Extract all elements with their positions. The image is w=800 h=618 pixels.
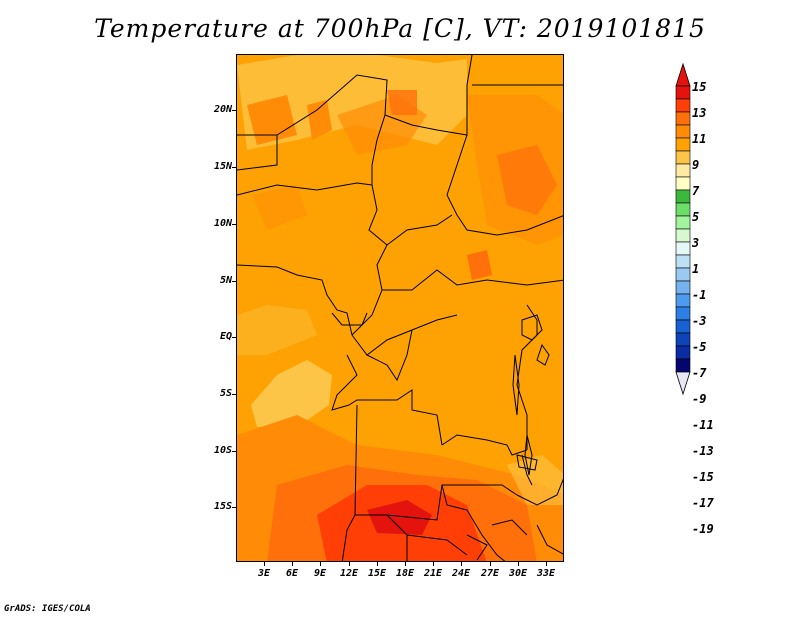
colorbar-swatch — [675, 111, 691, 126]
map-title: Temperature at 700hPa [C], VT: 201910181… — [94, 14, 706, 43]
colorbar-label: 11 — [692, 132, 707, 146]
lon-label: 9E — [313, 568, 327, 579]
lon-tick — [377, 562, 378, 566]
colorbar-swatch — [675, 306, 691, 321]
colorbar-swatch — [675, 358, 691, 373]
colorbar-label: 1 — [692, 262, 700, 276]
lat-tick — [232, 451, 236, 452]
colorbar-swatch — [675, 345, 691, 360]
colorbar-swatch — [675, 319, 691, 334]
lat-label: 10N — [213, 218, 232, 229]
colorbar — [675, 62, 691, 396]
colorbar-swatch — [675, 176, 691, 191]
colorbar-label: 3 — [692, 236, 700, 250]
lon-tick — [518, 562, 519, 566]
lon-tick — [546, 562, 547, 566]
lat-tick — [232, 337, 236, 338]
colorbar-swatch — [675, 163, 691, 178]
colorbar-label: -1 — [692, 288, 707, 302]
colorbar-label: 15 — [692, 80, 707, 94]
colorbar-top-arrow — [675, 62, 691, 87]
colorbar-swatch — [675, 98, 691, 113]
colorbar-swatch — [675, 228, 691, 243]
colorbar-swatch — [675, 189, 691, 204]
political-boundaries — [237, 55, 563, 561]
colorbar-label: 13 — [692, 106, 707, 120]
colorbar-label: -11 — [692, 418, 714, 432]
colorbar-label: 5 — [692, 210, 700, 224]
lat-tick — [232, 110, 236, 111]
colorbar-swatch — [675, 215, 691, 230]
colorbar-label: -17 — [692, 496, 714, 510]
lon-label: 18E — [395, 568, 415, 579]
colorbar-label: -19 — [692, 522, 714, 536]
lon-label: 33E — [536, 568, 556, 579]
lon-label: 21E — [423, 568, 443, 579]
lat-label: 10S — [213, 445, 232, 456]
colorbar-swatch — [675, 254, 691, 269]
hottest-region — [367, 500, 432, 535]
credit-text: GrADS: IGES/COLA — [4, 604, 91, 614]
lon-tick — [292, 562, 293, 566]
warm-region — [307, 100, 332, 140]
colorbar-label: -9 — [692, 392, 707, 406]
lon-label: 30E — [508, 568, 528, 579]
lon-tick — [264, 562, 265, 566]
colorbar-swatch — [675, 293, 691, 308]
colorbar-label: -7 — [692, 366, 707, 380]
cool-region — [237, 305, 317, 355]
lon-label: 6E — [285, 568, 299, 579]
lon-tick — [320, 562, 321, 566]
lon-tick — [461, 562, 462, 566]
colorbar-swatch — [675, 280, 691, 295]
lat-label: 5S — [219, 388, 232, 399]
lat-tick — [232, 394, 236, 395]
warm-region — [387, 90, 417, 115]
colorbar-label: -15 — [692, 470, 714, 484]
warm-region — [467, 250, 492, 280]
lon-tick — [405, 562, 406, 566]
colorbar-label: 9 — [692, 158, 700, 172]
colorbar-label: 7 — [692, 184, 700, 198]
temperature-field — [237, 55, 563, 561]
lon-label: 27E — [480, 568, 500, 579]
colorbar-label: -13 — [692, 444, 714, 458]
colorbar-label: -5 — [692, 340, 707, 354]
colorbar-swatch — [675, 137, 691, 152]
colorbar-swatch — [675, 124, 691, 139]
warm-region — [247, 95, 297, 145]
colorbar-swatch — [675, 202, 691, 217]
map-plot-area — [236, 54, 564, 562]
lat-label: 15N — [213, 161, 232, 172]
colorbar-bottom-arrow — [675, 371, 691, 396]
colorbar-swatch — [675, 241, 691, 256]
lat-tick — [232, 167, 236, 168]
colorbar-swatch — [675, 85, 691, 100]
cool-region — [251, 360, 332, 427]
lat-tick — [232, 281, 236, 282]
lon-label: 3E — [257, 568, 271, 579]
lat-tick — [232, 507, 236, 508]
lon-label: 15E — [367, 568, 387, 579]
lat-label: 15S — [213, 501, 232, 512]
lon-tick — [490, 562, 491, 566]
colorbar-label: -3 — [692, 314, 707, 328]
lat-label: EQ — [219, 331, 232, 342]
colorbar-swatch — [675, 332, 691, 347]
warm-region — [252, 185, 307, 230]
lon-label: 24E — [451, 568, 471, 579]
lat-label: 20N — [213, 104, 232, 115]
lat-tick — [232, 224, 236, 225]
lon-tick — [433, 562, 434, 566]
lakes — [512, 314, 550, 476]
colorbar-swatch — [675, 150, 691, 165]
lon-label: 12E — [339, 568, 359, 579]
lon-tick — [349, 562, 350, 566]
warm-region — [497, 145, 557, 215]
lat-label: 5N — [219, 275, 232, 286]
colorbar-swatch — [675, 267, 691, 282]
